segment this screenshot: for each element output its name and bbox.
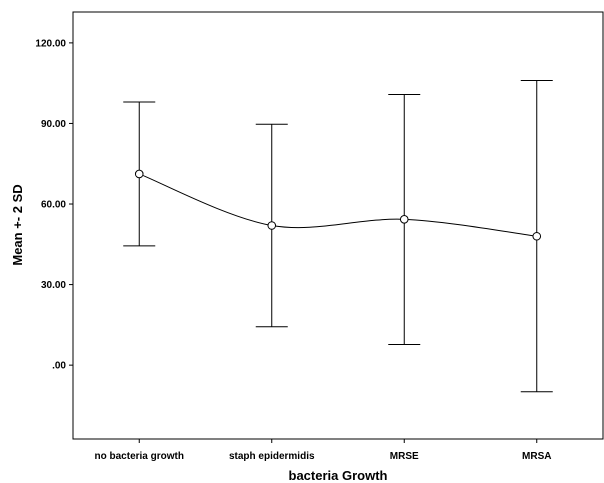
y-axis-ticks: .00 30.00 60.00 90.00 120.00 bbox=[35, 38, 73, 372]
mean-point bbox=[399, 215, 409, 224]
mean-point bbox=[134, 169, 144, 179]
mean-markers bbox=[134, 169, 542, 241]
y-tick-label: 120.00 bbox=[35, 38, 66, 49]
mean-point bbox=[532, 231, 542, 241]
y-tick-label: 90.00 bbox=[41, 119, 66, 130]
mean-point bbox=[267, 221, 277, 230]
x-tick-label: staph epidermidis bbox=[229, 451, 315, 462]
plot-frame bbox=[72, 11, 604, 440]
y-axis-title: Mean +- 2 SD bbox=[10, 184, 25, 265]
x-axis-title: bacteria Growth bbox=[289, 468, 388, 483]
y-tick-label: 30.00 bbox=[41, 280, 66, 291]
y-tick-label: .00 bbox=[52, 361, 66, 372]
x-tick-label: MRSE bbox=[390, 451, 419, 462]
error-bars bbox=[123, 79, 553, 393]
x-axis-ticks: no bacteria growth staph epidermidis MRSE M… bbox=[95, 439, 551, 462]
y-tick-label: 60.00 bbox=[41, 200, 66, 211]
mean-line bbox=[139, 173, 537, 237]
x-tick-label: MRSA bbox=[522, 451, 551, 462]
x-tick-label: no bacteria growth bbox=[95, 451, 184, 462]
